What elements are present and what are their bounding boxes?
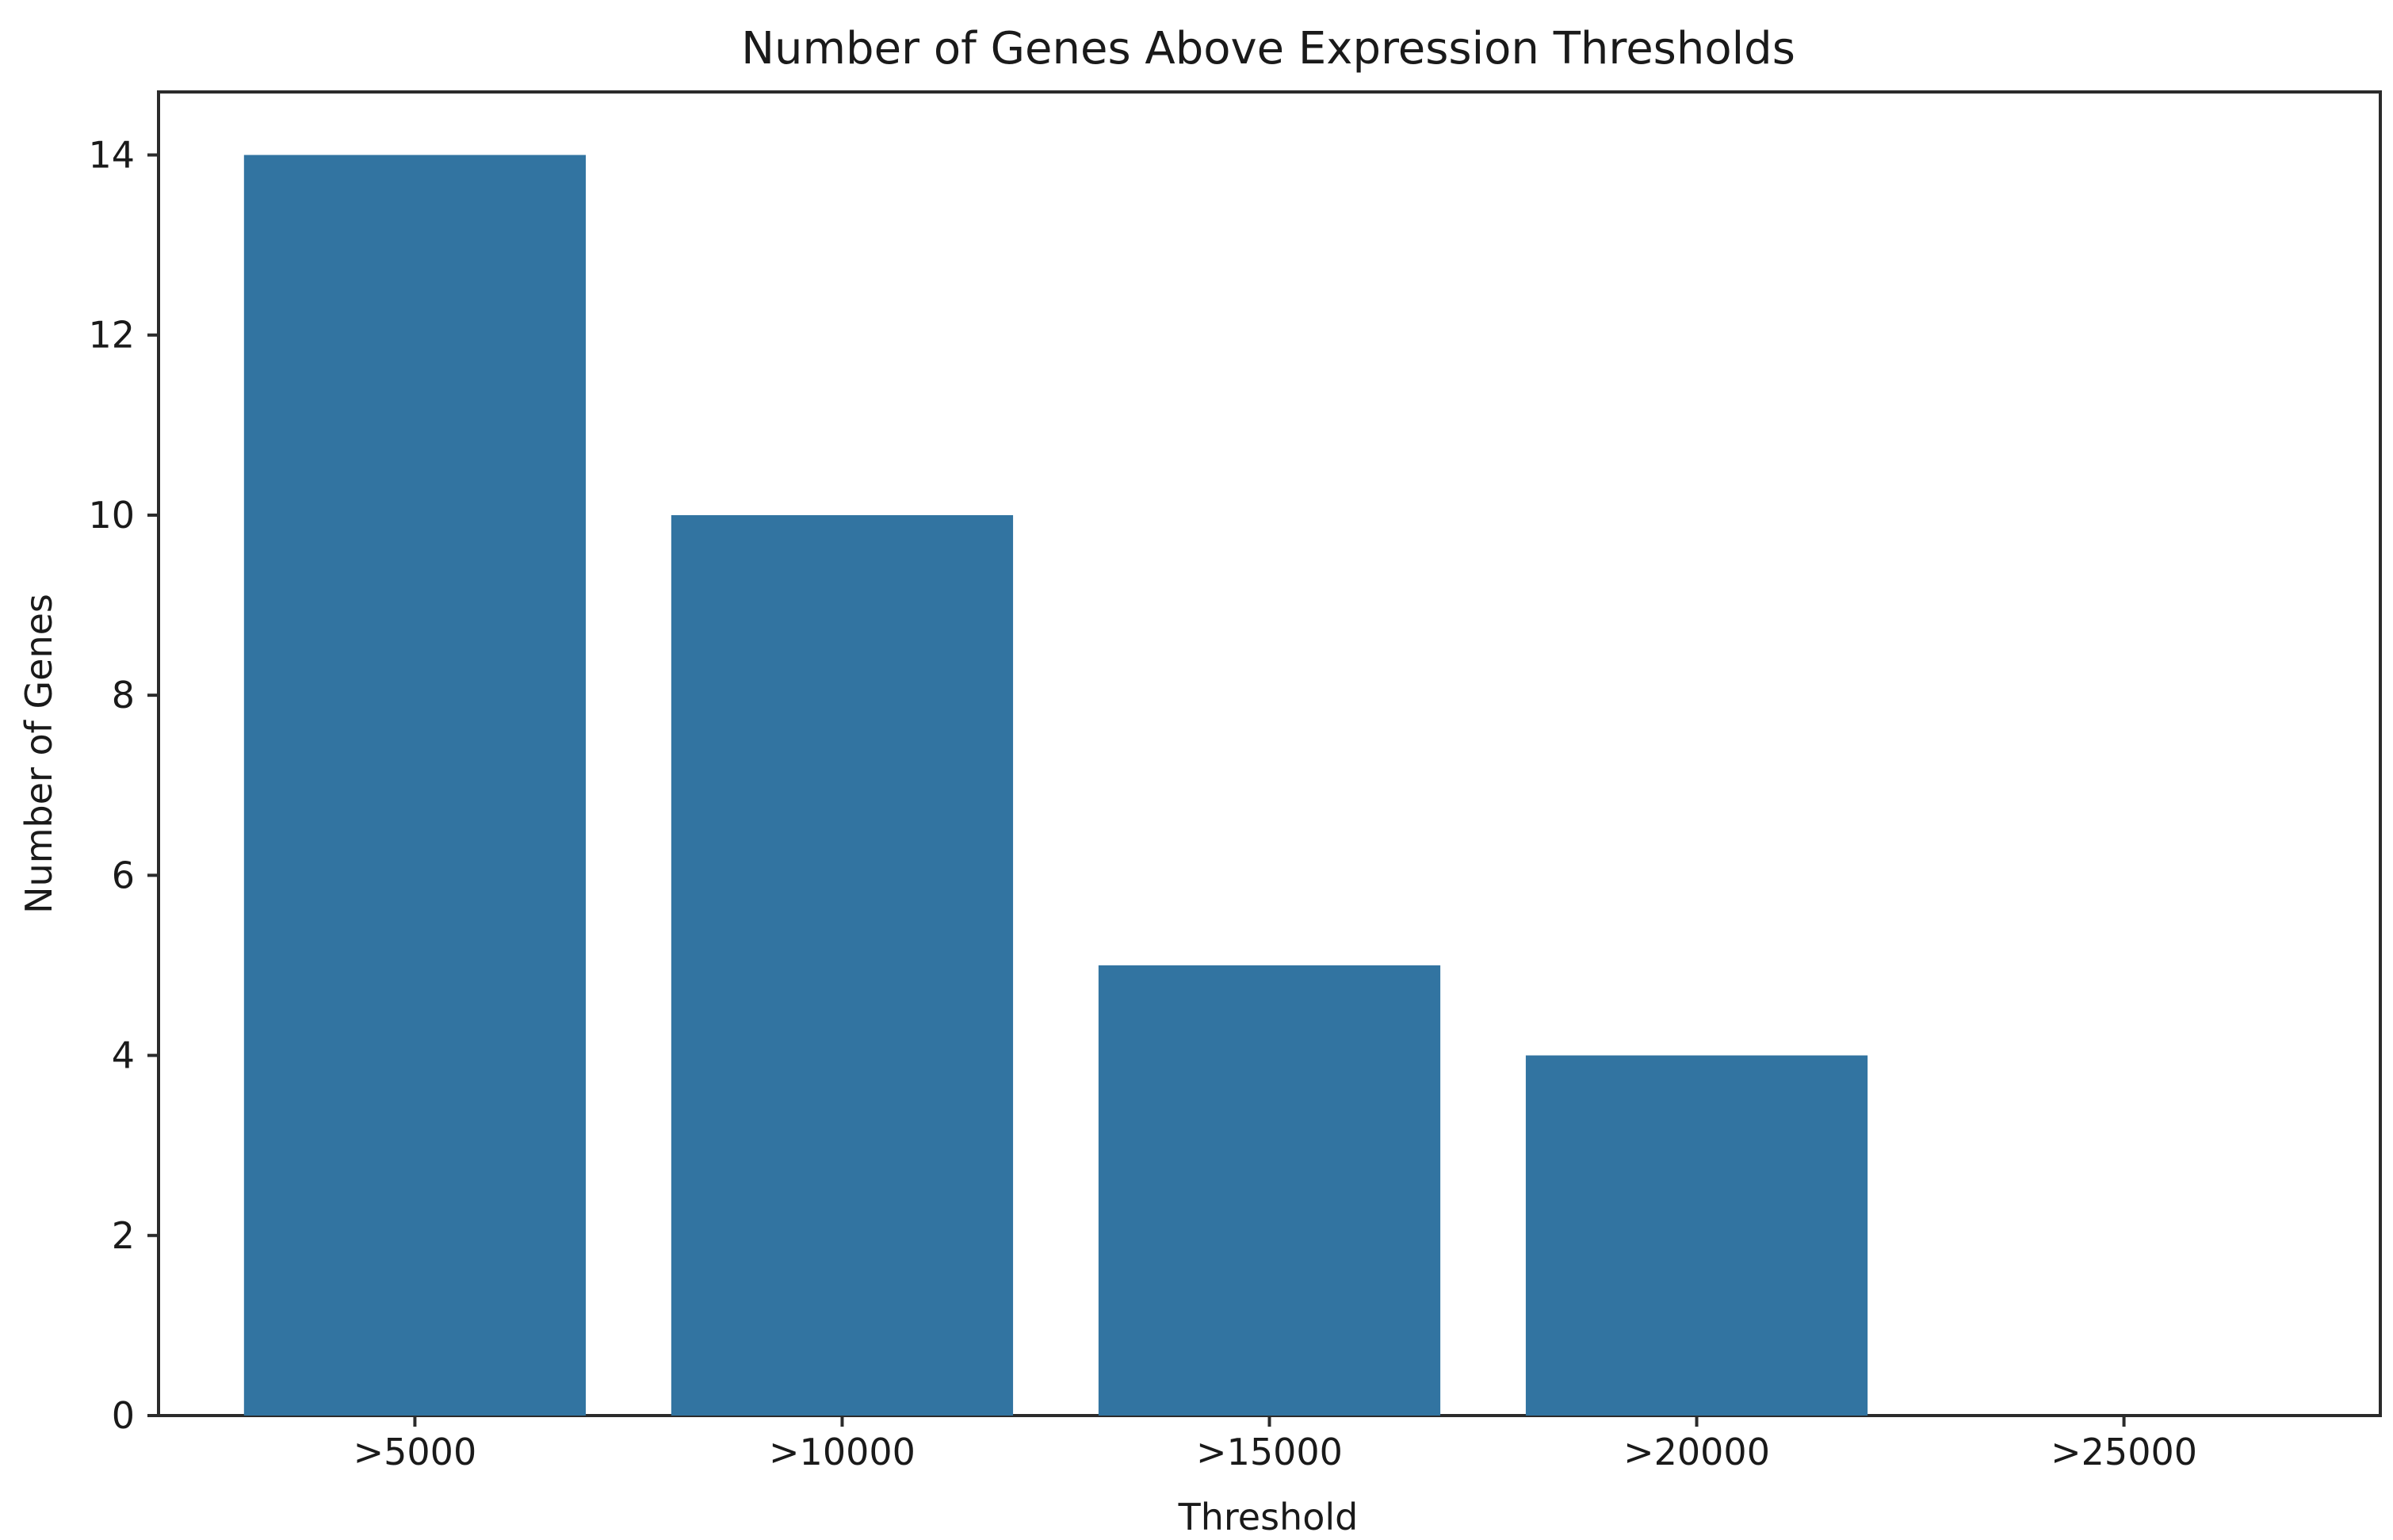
chart-title: Number of Genes Above Expression Thresho…: [741, 23, 1795, 75]
bar-2: [1098, 965, 1441, 1416]
x-axis-label: Threshold: [1178, 1496, 1359, 1537]
y-tick-label-3: 6: [112, 854, 135, 896]
y-tick-label-7: 14: [88, 134, 135, 177]
y-tick-label-0: 0: [112, 1394, 135, 1437]
y-tick-label-5: 10: [88, 494, 135, 537]
bar-0: [243, 155, 587, 1416]
plot-area: 0 2 4 6 8 10 12 14 >5000 >10000 >15000 >20000 >2500…: [88, 90, 2382, 1473]
x-tick-label-1: >10000: [769, 1431, 916, 1473]
x-ticks: >5000 >10000 >15000 >20000 >25000: [354, 1416, 2197, 1473]
bars: [243, 155, 1868, 1416]
y-tick-label-1: 2: [112, 1214, 135, 1257]
bar-1: [671, 514, 1014, 1416]
y-tick-label-2: 4: [112, 1034, 135, 1077]
y-ticks: 0 2 4 6 8 10 12 14: [88, 134, 159, 1437]
x-tick-label-4: >25000: [2051, 1431, 2197, 1473]
x-tick-label-3: >20000: [1623, 1431, 1770, 1473]
x-tick-label-2: >15000: [1196, 1431, 1343, 1473]
y-tick-label-4: 8: [112, 674, 135, 717]
y-tick-label-6: 12: [88, 314, 135, 357]
y-axis-label: Number of Genes: [17, 594, 60, 914]
bar-3: [1525, 1055, 1868, 1416]
x-tick-label-0: >5000: [354, 1431, 477, 1473]
